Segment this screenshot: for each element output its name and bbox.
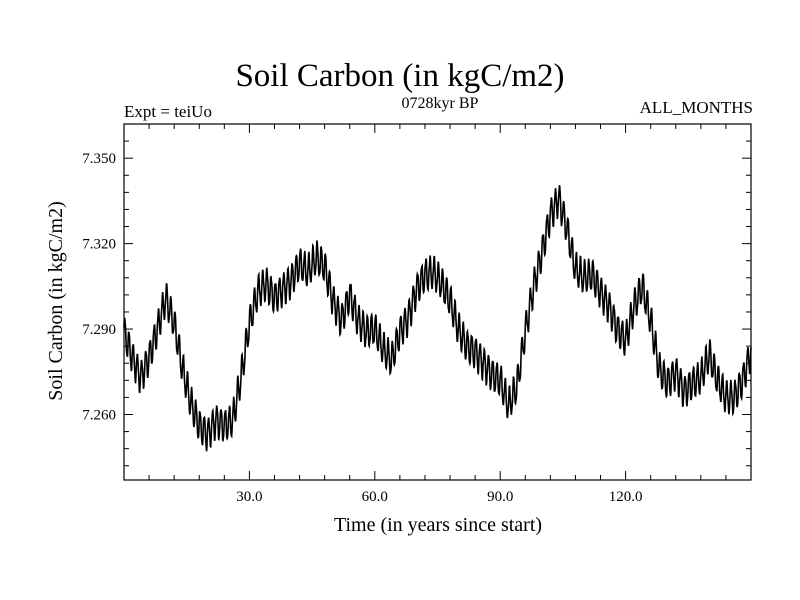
y-tick-label: 7.290	[82, 322, 116, 338]
y-axis-title: Soil Carbon (in kgC/m2)	[45, 201, 67, 400]
x-tick-label: 60.0	[362, 489, 388, 505]
plot-frame	[123, 123, 752, 481]
chart-subtitle: 0728kyr BP	[401, 95, 479, 112]
tick-marks	[124, 123, 751, 480]
x-tick-label: 120.0	[609, 489, 643, 505]
y-tick-label: 7.260	[82, 407, 116, 423]
chart-title: Soil Carbon (in kgC/m2)	[235, 58, 565, 94]
experiment-label: Expt = teiUo	[124, 102, 212, 121]
soil-carbon-series-line	[123, 184, 752, 452]
y-tick-label: 7.350	[82, 151, 116, 167]
y-tick-labels: 7.260 7.290 7.320 7.350	[82, 151, 116, 423]
x-tick-label: 30.0	[236, 489, 262, 505]
x-tick-labels: 30.0 60.0 90.0 120.0	[236, 489, 642, 505]
y-tick-label: 7.320	[82, 237, 116, 253]
x-axis-title: Time (in years since start)	[334, 514, 542, 536]
period-label: ALL_MONTHS	[639, 98, 753, 117]
x-tick-label: 90.0	[487, 489, 513, 505]
